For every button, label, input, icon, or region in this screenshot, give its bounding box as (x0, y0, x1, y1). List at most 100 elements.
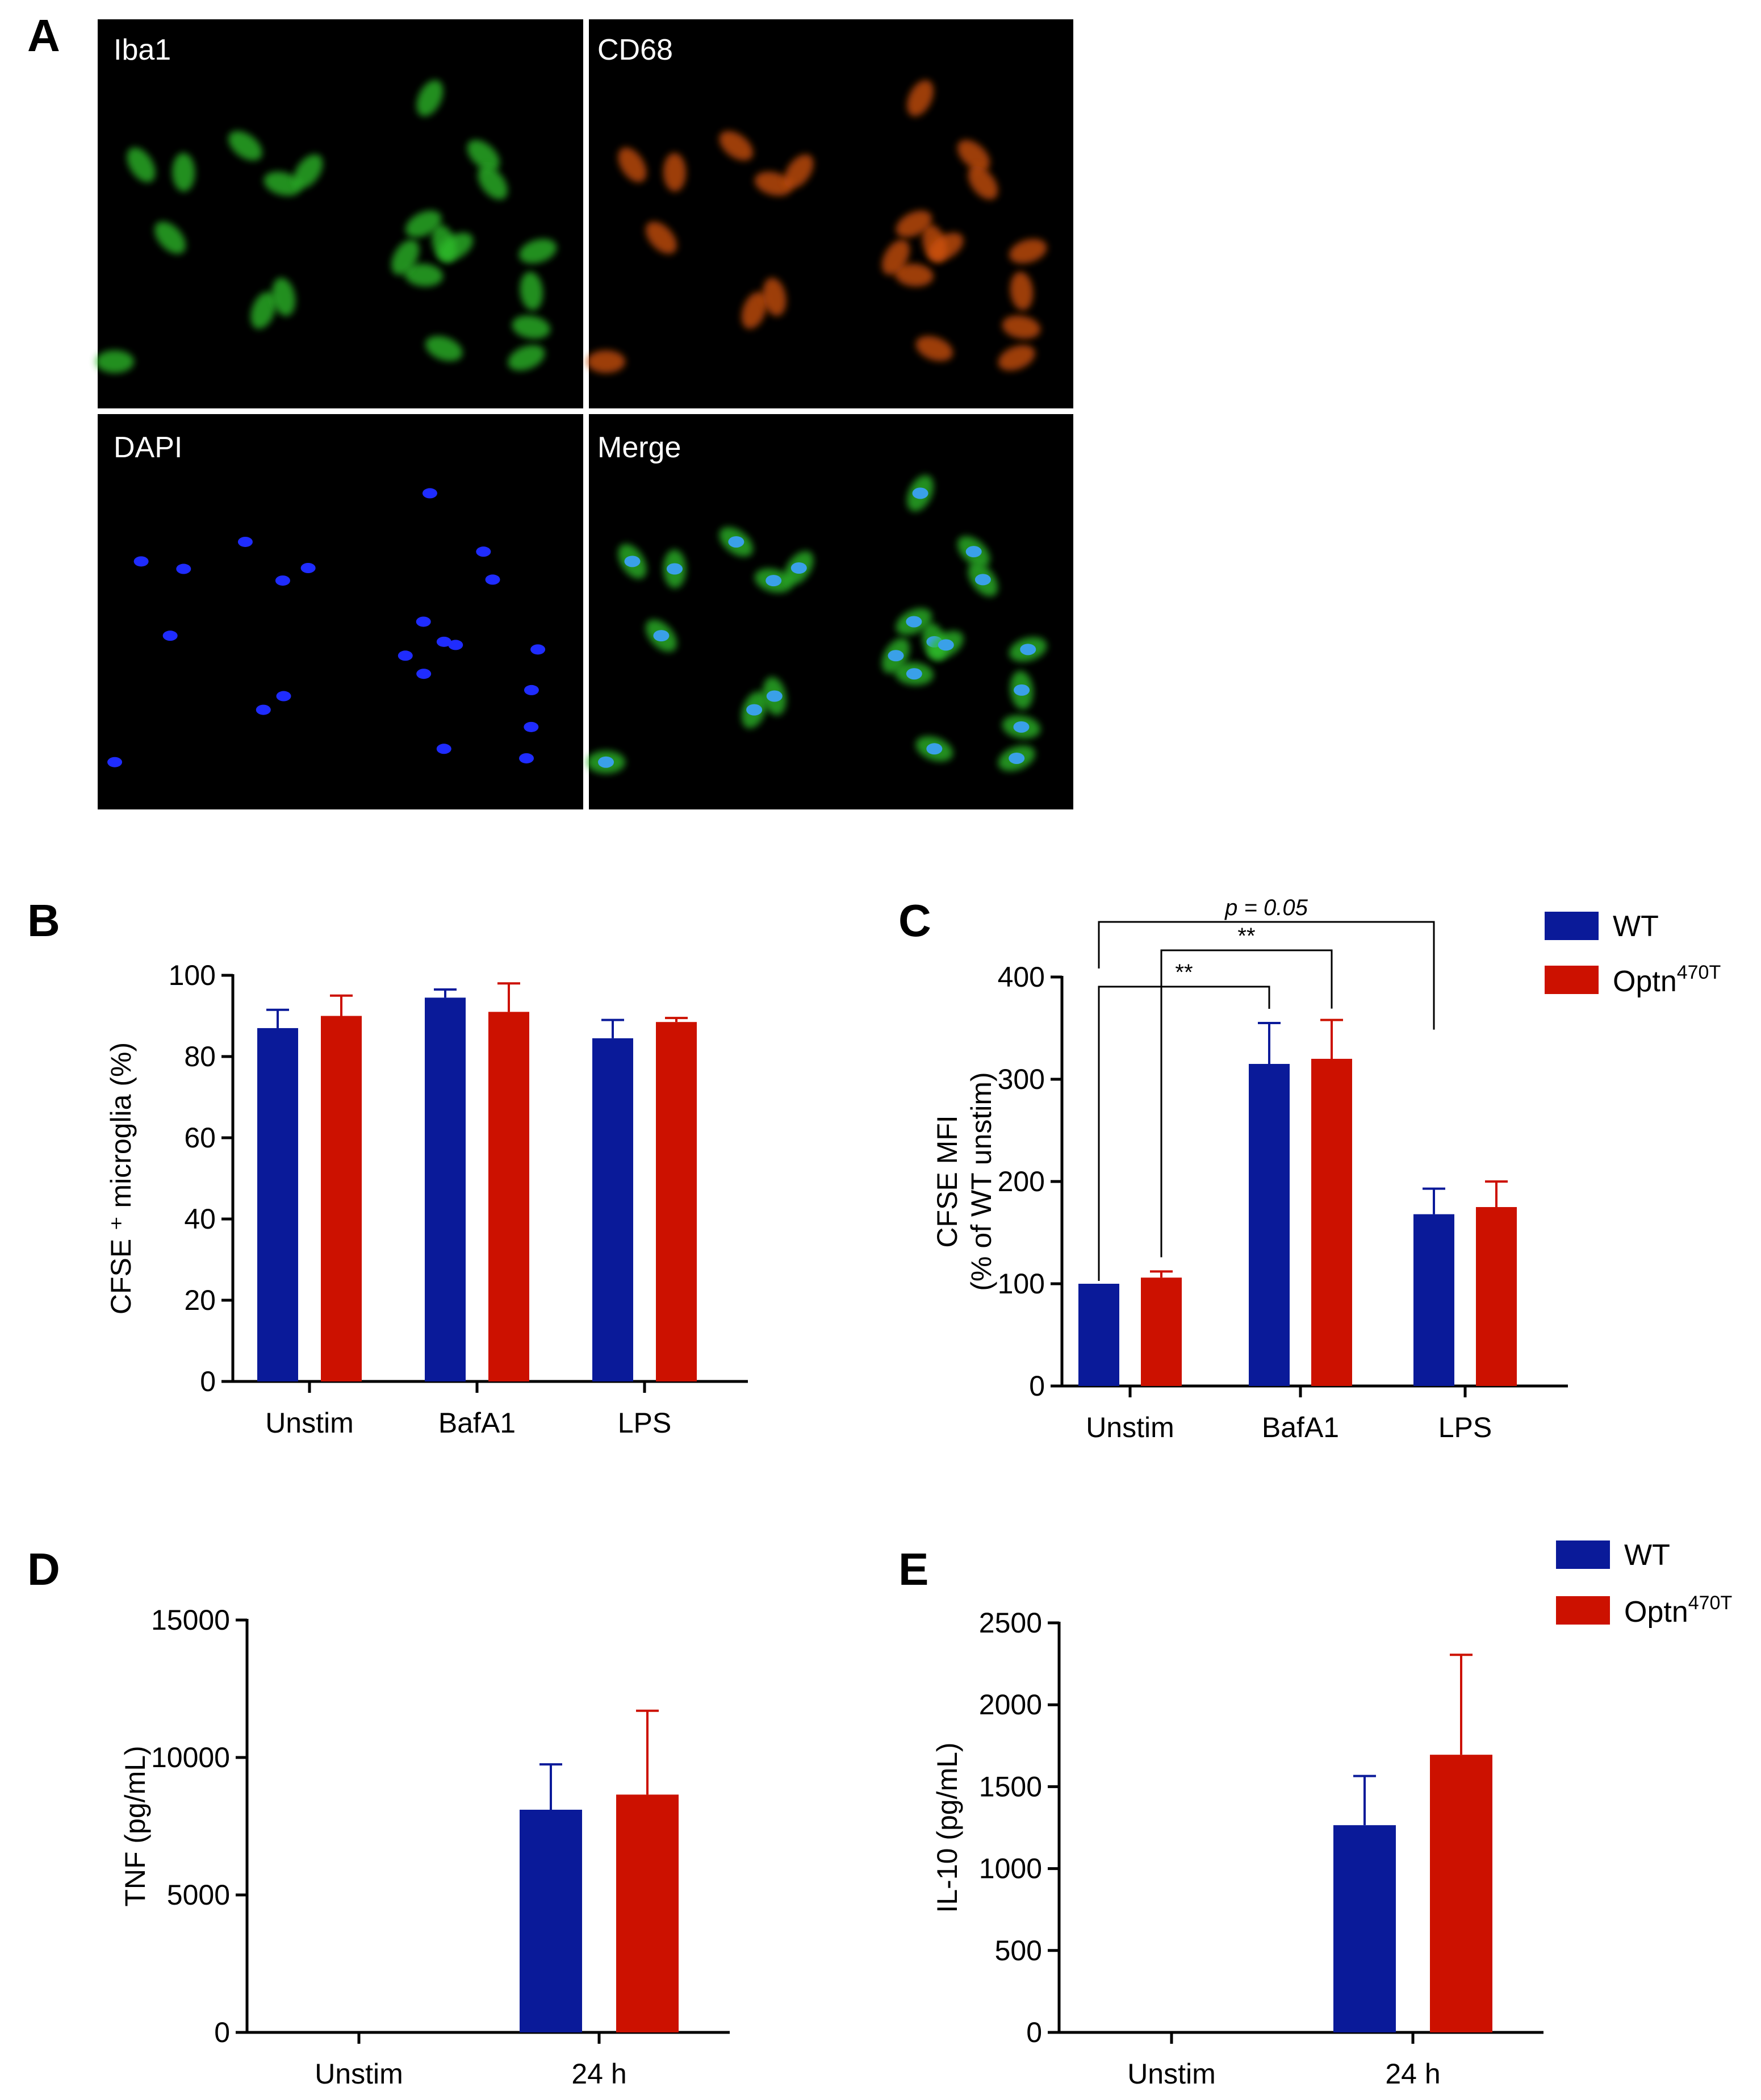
chart-c: 0 100 200 300 400 Unstim BafA1 LPS CFSE MFI (% of… (931, 895, 1568, 1443)
bar (1476, 1207, 1517, 1386)
bar (616, 1794, 679, 2032)
nucleus (906, 668, 922, 680)
cell (1009, 239, 1047, 264)
y-tick-label: 0 (200, 1366, 216, 1397)
nucleus (476, 546, 491, 557)
bar (425, 997, 466, 1381)
nucleus (938, 639, 954, 651)
significance-bracket (1098, 986, 1270, 1281)
bar (1141, 1277, 1182, 1386)
cell (172, 153, 195, 192)
nucleus (398, 650, 413, 661)
nucleus (519, 753, 534, 763)
x-tick-label: LPS (618, 1407, 672, 1439)
cell (896, 210, 932, 237)
cell (998, 345, 1035, 371)
cell (404, 264, 444, 287)
bar (1078, 1284, 1119, 1386)
nucleus (624, 556, 641, 567)
bar (1333, 1825, 1396, 2032)
legend-swatch-optn (1545, 966, 1599, 994)
panel-label-a: A (27, 10, 60, 61)
y-tick-label: 300 (998, 1063, 1045, 1095)
y-axis-label: TNF (pg/mL) (119, 1746, 151, 1906)
cell (645, 222, 677, 254)
nucleus (107, 757, 123, 767)
cell (907, 80, 934, 116)
y-tick-label: 20 (184, 1284, 216, 1316)
nucleus (276, 691, 291, 702)
bar (257, 1028, 298, 1381)
nucleus (906, 616, 922, 628)
x-tick-label: Unstim (1086, 1412, 1174, 1443)
legend-label-optn-2: Optn470T (1624, 1592, 1732, 1629)
bar (488, 1012, 529, 1381)
x-tick-label: LPS (1438, 1412, 1492, 1443)
nucleus (485, 574, 500, 585)
nucleus (256, 704, 271, 715)
cell (894, 264, 934, 287)
chart-d: 0 5000 10000 15000 Unstim 24 h TNF (pg/mL) (119, 1604, 730, 2090)
panel-label-c: C (898, 895, 931, 946)
significance-label: ** (1175, 960, 1193, 985)
nucleus (524, 684, 539, 695)
panel-label-e: E (898, 1544, 928, 1594)
nucleus (790, 562, 807, 574)
bar (592, 1038, 633, 1381)
y-tick-label: 10000 (151, 1742, 230, 1773)
nucleus (653, 630, 670, 642)
x-tick-label: Unstim (1127, 2058, 1216, 2090)
y-tick-label: 0 (1029, 1370, 1045, 1402)
nucleus (766, 575, 782, 587)
bar (520, 1809, 582, 2032)
nucleus (598, 756, 614, 768)
nucleus (746, 704, 763, 716)
y-tick-label: 400 (998, 961, 1045, 993)
nucleus (728, 536, 744, 548)
cell (968, 166, 998, 200)
y-axis-label: CFSE MFI (931, 1115, 963, 1247)
bar (1311, 1059, 1352, 1386)
legend-label-optn: Optn470T (1613, 962, 1721, 998)
legend-swatch-wt (1545, 912, 1599, 940)
nucleus (912, 487, 928, 499)
nucleus (300, 563, 316, 574)
nucleus (766, 690, 783, 702)
nucleus (530, 644, 546, 655)
y-tick-label: 80 (184, 1041, 216, 1072)
label-dapi: DAPI (114, 431, 182, 464)
cell (520, 272, 543, 311)
y-tick-label: 5000 (167, 1879, 230, 1911)
y-tick-label: 40 (184, 1203, 216, 1235)
cell (478, 166, 508, 200)
cell (391, 240, 420, 275)
cell (154, 222, 186, 254)
nucleus (1013, 721, 1030, 733)
x-tick-label: BafA1 (1262, 1412, 1339, 1443)
bar (1249, 1064, 1290, 1386)
cell (663, 153, 686, 192)
legend-swatch-optn-2 (1556, 1596, 1610, 1625)
nucleus (436, 636, 451, 647)
cell (587, 350, 626, 373)
nucleus (133, 556, 149, 567)
panel-label-d: D (27, 1544, 60, 1594)
y-tick-label: 500 (995, 1935, 1042, 1967)
y-tick-label: 60 (184, 1122, 216, 1154)
y-tick-label: 100 (169, 959, 216, 991)
cell (928, 232, 964, 261)
cell (293, 154, 323, 189)
nucleus (448, 640, 463, 650)
nucleus (436, 744, 451, 754)
nucleus (888, 650, 904, 662)
cell (763, 278, 787, 316)
label-iba1: Iba1 (114, 34, 171, 66)
bar (1413, 1214, 1454, 1386)
cell (95, 350, 135, 373)
cell (957, 140, 990, 171)
y-tick-label: 0 (1026, 2016, 1042, 2048)
cell (741, 291, 767, 329)
x-tick-label: BafA1 (438, 1407, 516, 1439)
nucleus (176, 563, 191, 574)
nucleus (524, 721, 539, 732)
